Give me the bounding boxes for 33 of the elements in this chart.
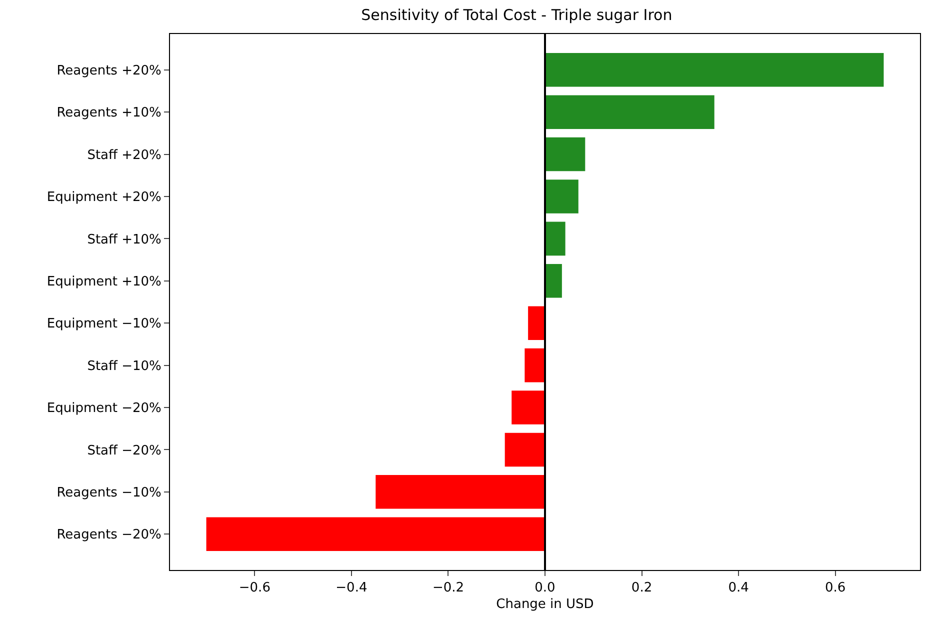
bar [206, 517, 545, 552]
bar [545, 52, 884, 87]
chart-title: Sensitivity of Total Cost - Triple sugar Iron [361, 6, 672, 24]
x-tick-label: −0.2 [432, 580, 464, 596]
bar [528, 306, 545, 340]
bar [376, 475, 545, 509]
x-axis-title: Change in USD [496, 597, 594, 612]
bar [545, 137, 586, 172]
y-tick-label: Staff −10% [87, 358, 162, 374]
y-tick-label: Reagents +20% [56, 63, 162, 78]
y-tick-label: Reagents −20% [56, 528, 162, 543]
y-tick-label: Staff +10% [87, 232, 162, 248]
x-tick-label: 0.4 [728, 580, 749, 596]
y-tick-label: Staff −20% [87, 443, 162, 458]
x-tick-label: 0.0 [534, 580, 556, 596]
x-tick-label: −0.4 [336, 580, 368, 596]
y-tick-label: Reagents −10% [56, 485, 162, 500]
y-tick-label: Equipment +10% [46, 274, 162, 290]
x-tick-label: −0.6 [238, 580, 270, 596]
bar [545, 180, 578, 214]
y-tick-label: Reagents +10% [56, 106, 162, 121]
bar [545, 264, 562, 298]
bar [545, 222, 566, 256]
y-tick-label: Equipment −20% [46, 401, 162, 416]
bar [512, 390, 545, 424]
bar [545, 95, 714, 129]
x-tick-label: 0.6 [824, 580, 846, 596]
bar [504, 432, 545, 467]
y-tick-label: Staff +20% [87, 148, 162, 163]
y-tick-label: Equipment +20% [46, 190, 162, 206]
bar [524, 348, 545, 382]
x-tick-label: 0.2 [631, 580, 652, 596]
y-tick-label: Equipment −10% [46, 316, 162, 332]
